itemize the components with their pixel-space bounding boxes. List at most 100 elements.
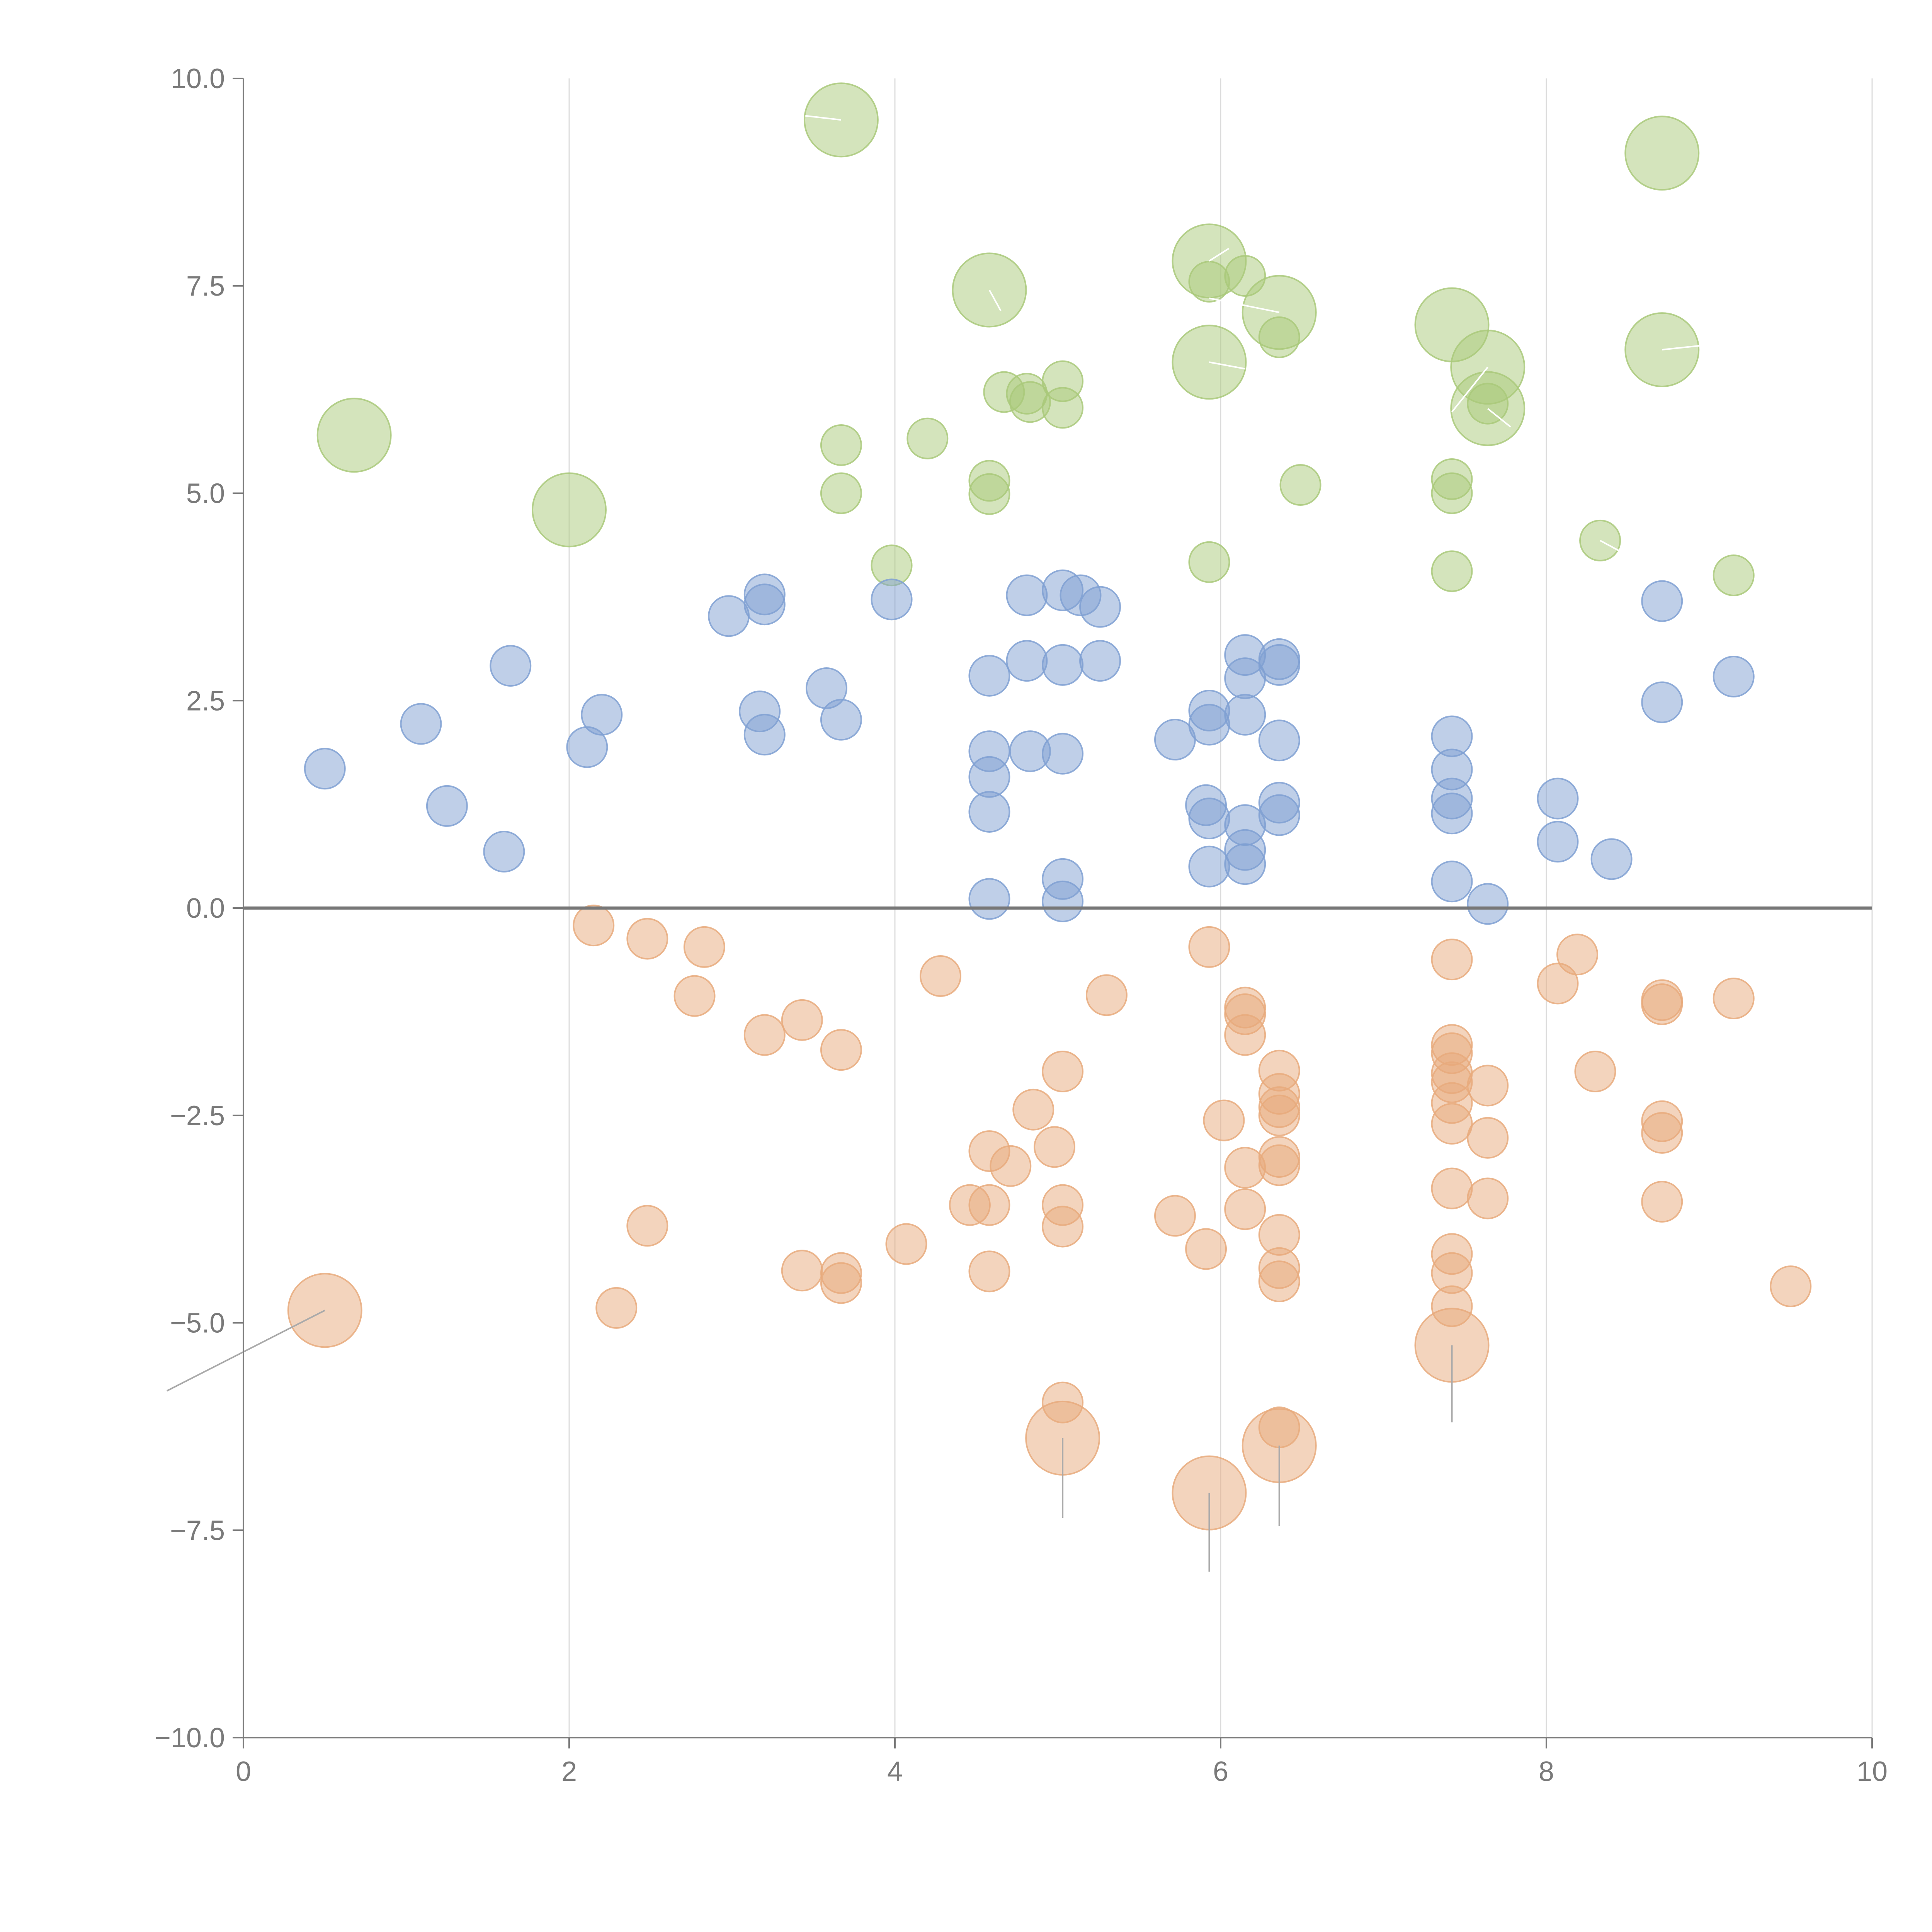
bubble-point: [1467, 883, 1509, 925]
bubble-point: [743, 714, 786, 756]
y-tick-label: −5.0: [170, 1308, 225, 1339]
bubble-point: [304, 748, 346, 790]
bubble-point: [708, 595, 750, 637]
bubble-point: [1431, 472, 1473, 514]
bubble-point: [1713, 978, 1755, 1020]
x-tick-label: 10: [1857, 1756, 1888, 1787]
bubble-point: [400, 703, 442, 745]
bubble-point: [1185, 1228, 1227, 1270]
bubble-point: [1042, 644, 1084, 686]
bubble-point: [1258, 719, 1300, 762]
bubble-point: [1042, 733, 1084, 775]
annotation-leader-line: [1209, 297, 1280, 313]
bubble-point: [426, 785, 468, 827]
bubble-point: [1556, 934, 1599, 976]
annotation-leader-line: [1209, 248, 1230, 262]
bubble-point: [1258, 794, 1300, 836]
bubble-point: [990, 1145, 1032, 1187]
bubble-point: [1431, 939, 1473, 981]
bubble-point: [673, 975, 716, 1017]
bubble-point: [1467, 383, 1509, 425]
bubble-point: [1641, 681, 1683, 723]
points-layer: [287, 82, 1812, 1531]
bubble-point: [820, 699, 862, 741]
bubble-point: [1258, 316, 1300, 358]
y-tick-label: 0.0: [186, 893, 225, 924]
bubble-point: [1085, 974, 1128, 1016]
bubble-point: [968, 878, 1010, 920]
bubble-point: [1641, 983, 1683, 1026]
bubble-point: [1224, 1188, 1266, 1230]
bubble-point: [1713, 554, 1755, 597]
bubble-point: [871, 578, 913, 621]
bubble-point: [1224, 1147, 1266, 1189]
y-tick-label: 7.5: [186, 271, 225, 302]
bubble-point: [968, 1184, 1010, 1226]
bubble-point: [1224, 255, 1266, 297]
bubble-point: [1188, 798, 1230, 840]
bubble-point: [820, 1262, 862, 1304]
x-tick-label: 6: [1213, 1756, 1228, 1787]
bubble-point: [1258, 1406, 1300, 1449]
bubble-point: [626, 918, 668, 960]
bubble-point: [1713, 655, 1755, 697]
bubble-large: [1172, 325, 1247, 400]
bubble-point: [1154, 1195, 1196, 1237]
bubble-point: [1431, 1285, 1473, 1327]
bubble-point: [1641, 580, 1683, 622]
x-tick-label: 2: [561, 1756, 577, 1787]
bubble-point: [573, 905, 615, 947]
bubble-point: [1079, 586, 1121, 628]
bubble-point: [1079, 640, 1121, 682]
x-tick-label: 4: [887, 1756, 903, 1787]
annotation-leader-line: [166, 1310, 325, 1392]
bubble-point: [1574, 1050, 1616, 1092]
annotation-leader-line: [1487, 408, 1511, 428]
bubble-point: [1188, 845, 1230, 888]
bubble-point: [581, 694, 623, 736]
bubble-point: [1641, 1181, 1683, 1223]
annotation-leader-line: [1209, 361, 1245, 370]
bubble-point: [968, 791, 1010, 833]
bubble-point: [1537, 777, 1579, 820]
bubble-point: [1224, 1014, 1266, 1056]
bubble-point: [1467, 1117, 1509, 1159]
bubble-point: [1042, 387, 1084, 429]
bubble-point: [483, 831, 525, 873]
bubble-large: [532, 472, 607, 548]
y-tick-label: 2.5: [186, 685, 225, 716]
y-tick-label: −2.5: [170, 1100, 225, 1131]
bubble-point: [820, 472, 862, 514]
bubble-large: [316, 398, 392, 473]
bubble-point: [1431, 861, 1473, 903]
bubble-point: [1641, 1112, 1683, 1154]
annotation-leader-line: [1662, 345, 1701, 351]
axis-layer: 0 2 4 6 8 10 10.0 7.5 5.0 2.5 0.0 −2.5 −5.0 −7.5 −10.0: [155, 63, 1888, 1787]
y-tick-label: 10.0: [171, 63, 225, 94]
bubble-point: [968, 473, 1010, 515]
bubble-large: [1624, 116, 1700, 191]
bubble-point: [1006, 640, 1048, 682]
bubble-point: [1188, 704, 1230, 746]
bubble-point: [820, 424, 862, 466]
bubble-point: [490, 645, 532, 687]
bubble-point: [1188, 541, 1230, 583]
bubble-point: [1012, 1088, 1054, 1131]
bubble-point: [743, 1014, 786, 1056]
bubble-point: [781, 999, 823, 1041]
y-tick-label: −10.0: [155, 1723, 225, 1753]
leader-layer: [166, 115, 1701, 1572]
bubble-point: [1431, 793, 1473, 835]
annotation-leader-line: [1600, 540, 1628, 556]
bubble-point: [1258, 1094, 1300, 1136]
bubble-point: [1590, 838, 1633, 880]
bubble-point: [1537, 963, 1579, 1005]
bubble-point: [1279, 464, 1321, 506]
bubble-point: [1006, 574, 1048, 616]
x-tick-label: 8: [1539, 1756, 1554, 1787]
bubble-point: [1467, 1177, 1509, 1219]
bubble-point: [1431, 1103, 1473, 1145]
annotation-leader-line: [805, 115, 842, 121]
bubble-point: [1042, 1050, 1084, 1092]
